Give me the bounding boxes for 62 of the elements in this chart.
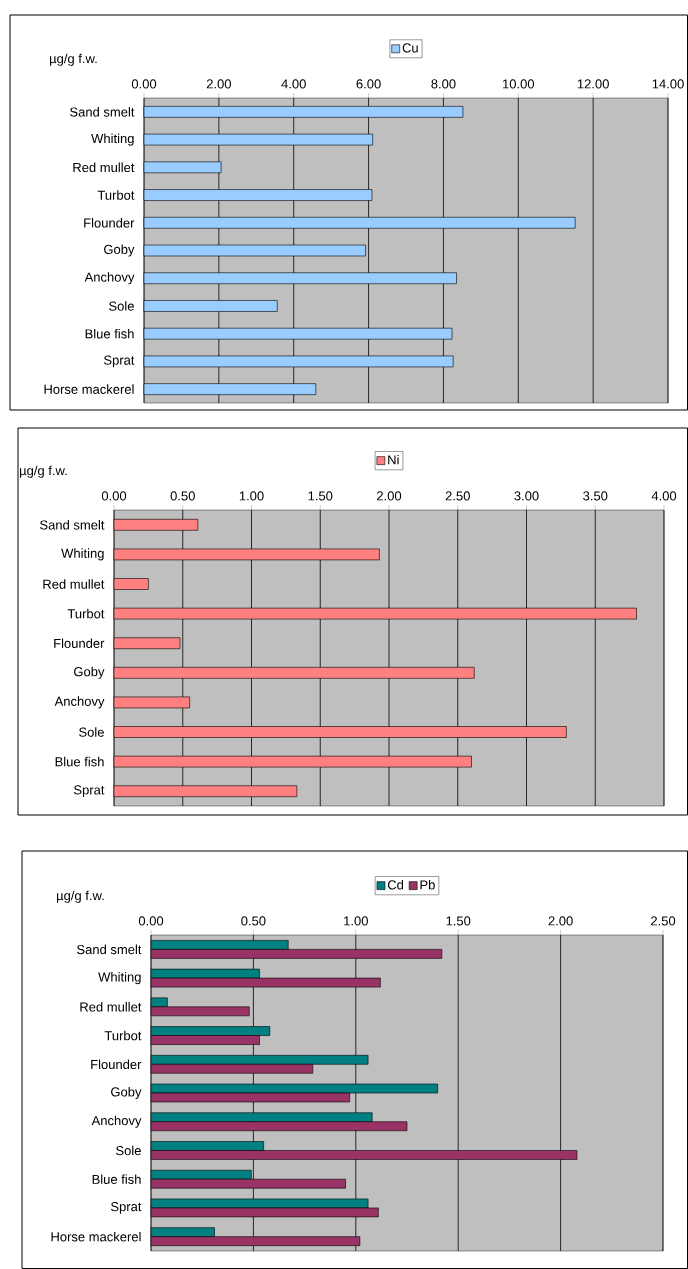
y-tick-label: Flounder: [84, 218, 135, 228]
y-tick-label: Sprat: [110, 1202, 142, 1214]
legend-label: Pb: [420, 879, 435, 890]
legend-label: Cd: [387, 879, 404, 890]
y-tick-label: Goby: [111, 1086, 142, 1100]
x-tick-label: 1.50: [446, 916, 471, 926]
y-tick-label: Red mullet: [80, 1002, 142, 1012]
x-tick-label: 12.00: [577, 79, 609, 89]
y-tick-label: Anchovy: [84, 272, 135, 285]
y-tick-label: Anchovy: [91, 1115, 142, 1128]
y-tick-label: Horse mackerel: [44, 384, 134, 394]
legend-label: Cu: [402, 43, 418, 53]
y-tick-label: Flounder: [54, 638, 105, 648]
x-tick-label: 0.50: [241, 916, 266, 926]
x-tick-label: 8.00: [431, 79, 456, 89]
y-tick-label: Sole: [79, 727, 104, 737]
y-tick-label: Blue fish: [55, 756, 104, 767]
x-axis-title: µg/g f.w.: [50, 53, 97, 66]
x-tick-label: 0.00: [138, 916, 164, 926]
y-tick-label: Whiting: [98, 972, 141, 985]
y-tick-label: Sprat: [103, 355, 135, 368]
x-tick-label: 4.00: [281, 79, 306, 89]
y-tick-label: Whiting: [91, 133, 134, 146]
x-tick-label: 3.00: [514, 491, 539, 501]
y-tick-label: Goby: [104, 244, 135, 257]
y-tick-label: Horse mackerel: [51, 1231, 141, 1242]
x-axis-title: µg/g f.w.: [57, 890, 104, 903]
x-tick-label: 0.00: [131, 79, 157, 89]
x-tick-label: 2.50: [651, 916, 676, 926]
x-tick-label: 1.00: [239, 491, 264, 501]
x-tick-label: 0.50: [170, 491, 195, 501]
x-tick-label: 14.00: [652, 79, 684, 89]
y-tick-label: Sand smelt: [77, 944, 142, 955]
y-tick-label: Flounder: [91, 1059, 142, 1070]
y-tick-label: Blue fish: [92, 1174, 141, 1184]
y-tick-label: Turbot: [97, 190, 135, 200]
y-tick-label: Whiting: [61, 548, 104, 561]
y-tick-label: Sand smelt: [70, 107, 135, 117]
x-tick-label: 10.00: [503, 79, 535, 89]
y-tick-label: Red mullet: [43, 579, 105, 589]
y-tick-label: Turbot: [104, 1030, 142, 1041]
x-tick-label: 6.00: [356, 79, 381, 89]
x-tick-label: 3.50: [583, 491, 608, 501]
x-tick-label: 2.00: [548, 916, 573, 926]
y-tick-label: Anchovy: [54, 696, 105, 709]
x-tick-label: 1.00: [344, 916, 368, 926]
x-tick-label: 2.00: [206, 79, 231, 89]
y-tick-label: Sole: [109, 301, 134, 311]
y-tick-label: Sole: [116, 1145, 141, 1156]
x-axis-title: µg/g f.w.: [20, 465, 67, 478]
legend-label: Ni: [388, 454, 399, 465]
y-tick-label: Turbot: [67, 608, 105, 619]
x-tick-label: 1.50: [308, 491, 333, 501]
x-tick-label: 2.50: [445, 491, 470, 501]
y-tick-label: Red mullet: [73, 162, 135, 173]
y-tick-label: Goby: [74, 666, 105, 679]
y-tick-label: Blue fish: [85, 328, 134, 339]
y-tick-label: Sand smelt: [40, 520, 105, 530]
x-tick-label: 4.00: [651, 491, 677, 501]
x-tick-label: 0.00: [101, 491, 127, 501]
x-tick-label: 2.00: [377, 491, 402, 501]
y-tick-label: Sprat: [73, 785, 105, 798]
